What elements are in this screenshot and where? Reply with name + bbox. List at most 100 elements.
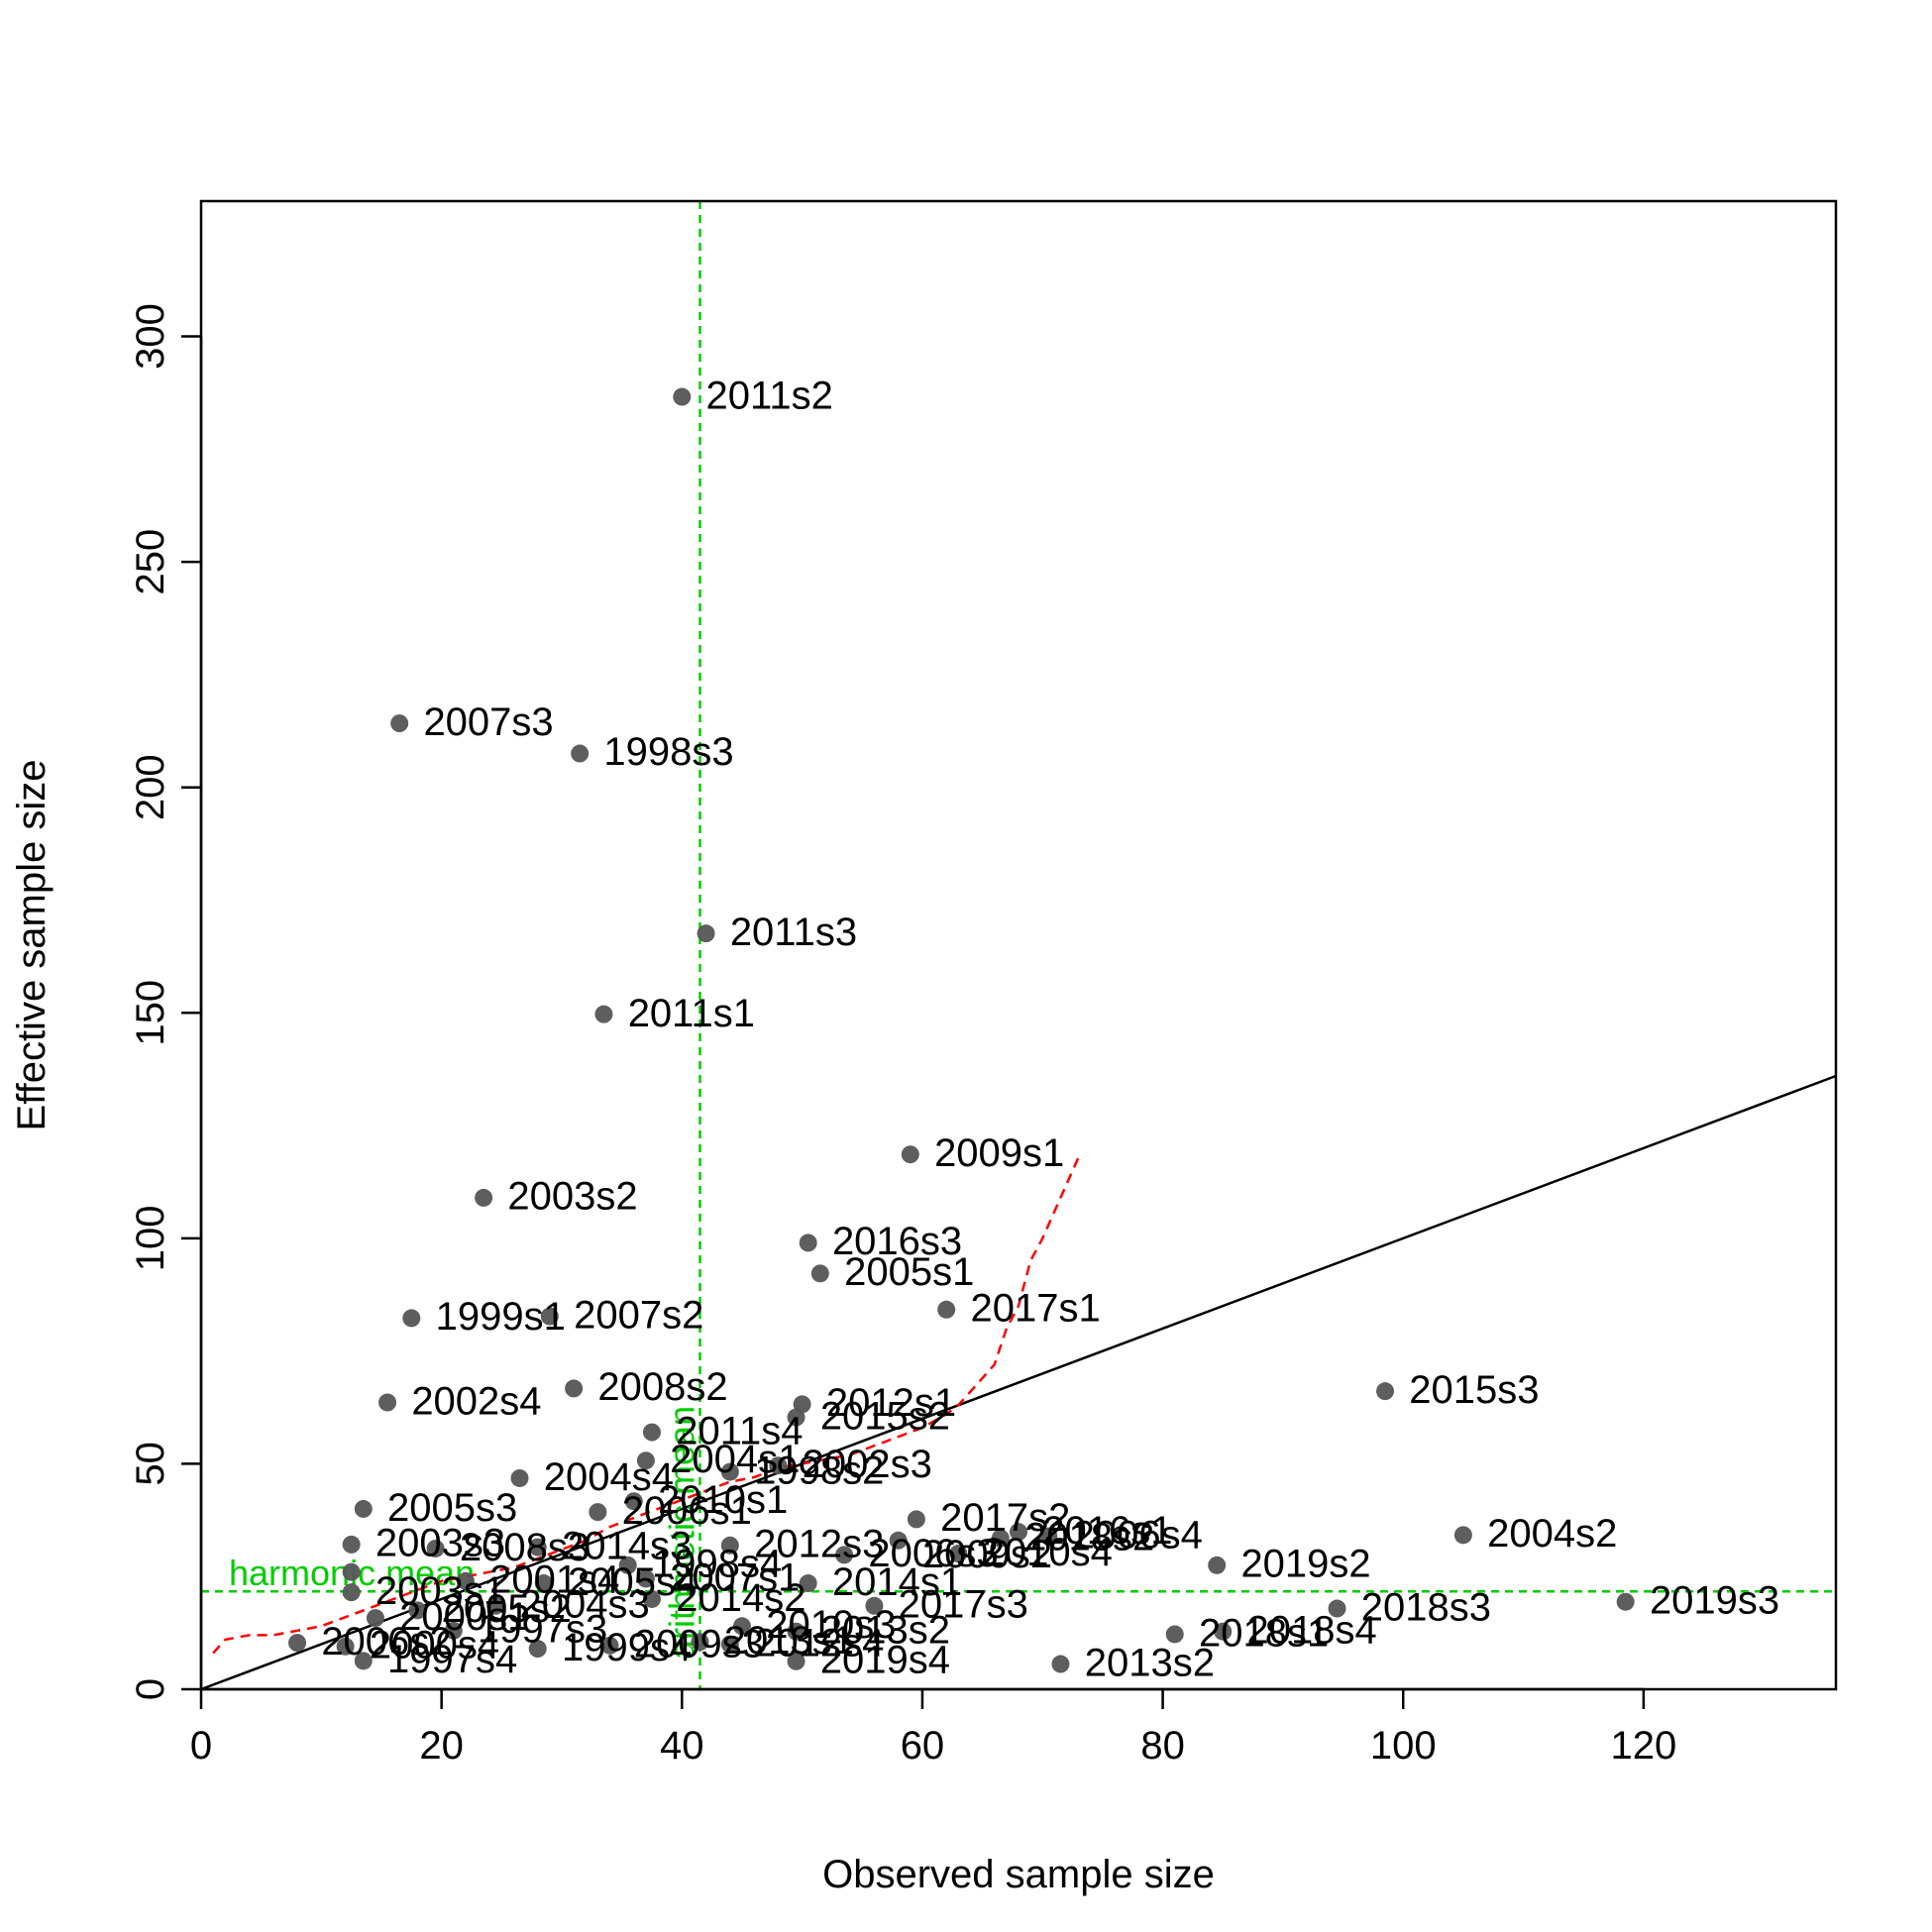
data-point: [907, 1510, 925, 1529]
point-label: 1998s3: [603, 730, 733, 774]
y-tick-label: 250: [129, 529, 172, 595]
point-label: 1999s1: [436, 1295, 566, 1339]
data-point: [342, 1535, 361, 1554]
point-label: 2003s2: [507, 1175, 637, 1219]
data-point: [1453, 1526, 1472, 1545]
plot-frame: [199, 199, 1838, 1691]
data-point: [810, 1264, 829, 1283]
point-label: 2009s1: [934, 1131, 1064, 1175]
data-point: [769, 1456, 788, 1475]
x-tick-label: 0: [190, 1724, 212, 1768]
point-label: 2000s4: [370, 1624, 499, 1667]
point-label: 2017s3: [899, 1583, 1028, 1627]
data-point: [720, 1462, 739, 1481]
data-point: [673, 387, 692, 406]
data-point: [787, 1408, 805, 1427]
point-label: 2019s2: [1240, 1543, 1370, 1586]
point-label: 2016s1: [1042, 1509, 1172, 1553]
identity-line-layer: [200, 1074, 1837, 1691]
point-label: 2019s3: [1650, 1579, 1779, 1623]
identity-line: [200, 1074, 1837, 1691]
data-point: [901, 1145, 919, 1164]
y-tick-label: 300: [129, 303, 172, 370]
y-tick-label: 100: [129, 1205, 172, 1271]
data-point: [642, 1589, 661, 1608]
data-point: [342, 1562, 361, 1581]
point-label: 2018s4: [1247, 1609, 1377, 1653]
point-label: 2007s3: [423, 700, 553, 744]
point-label: 2010s1: [658, 1478, 788, 1522]
data-point: [799, 1574, 817, 1593]
data-point: [720, 1635, 739, 1654]
point-label: 2006s3: [868, 1532, 998, 1575]
data-point: [402, 1309, 421, 1328]
x-tick-label: 120: [1611, 1724, 1677, 1768]
point-label: 2010s3: [766, 1603, 896, 1647]
data-point: [636, 1569, 655, 1588]
data-point: [1328, 1599, 1346, 1618]
data-point: [456, 1571, 475, 1590]
data-point: [1051, 1655, 1070, 1673]
point-label: 2002s3: [803, 1443, 932, 1486]
point-label: 2013s1: [724, 1619, 854, 1663]
point-label: 2002s4: [411, 1379, 541, 1423]
y-tick-label: 150: [129, 980, 172, 1046]
point-label: 2010s4: [983, 1531, 1113, 1574]
data-point: [528, 1538, 547, 1556]
data-point: [889, 1531, 908, 1550]
point-label: 2005s4: [568, 1560, 698, 1604]
point-label: 2011s1: [628, 992, 755, 1035]
point-label: 2006s4: [1073, 1514, 1203, 1557]
arithmetic-mean-label: arithmetic mean: [661, 1406, 701, 1660]
point-label: 2018s3: [1361, 1585, 1491, 1629]
point-label: 2009s3: [634, 1623, 764, 1666]
data-point: [475, 1188, 493, 1207]
point-label: 2019s4: [820, 1639, 950, 1682]
point-label: 2011s4: [676, 1409, 803, 1452]
trend-line-layer: [212, 1156, 1080, 1655]
data-point: [691, 1633, 709, 1652]
point-label: 1998s2: [754, 1449, 884, 1492]
point-labels-layer: 2011s2 2007s3 1998s3 2011s3 2011s1 2009s1 2003…: [321, 374, 1779, 1684]
data-point: [697, 924, 715, 943]
x-axis: 0 20 40 60 80 100 120: [190, 1687, 1677, 1768]
data-point: [949, 1544, 968, 1562]
point-label: 2015s2: [820, 1394, 950, 1438]
point-label: 2012s3: [754, 1523, 884, 1566]
data-point: [1039, 1527, 1058, 1546]
data-point: [378, 1393, 397, 1412]
point-label: 2005s1: [844, 1250, 974, 1294]
point-label: 2014s2: [676, 1576, 805, 1620]
data-point: [835, 1546, 854, 1564]
x-tick-label: 80: [1140, 1724, 1185, 1768]
point-label: 2016s3: [832, 1220, 962, 1263]
point-label: 2008s2: [597, 1365, 727, 1409]
point-label: 1999s4: [562, 1626, 692, 1669]
data-point: [354, 1499, 373, 1518]
point-label: 1997s4: [387, 1638, 517, 1681]
point-label: 2004s4: [544, 1455, 674, 1499]
data-point: [865, 1596, 884, 1615]
point-label: 1998s4: [652, 1543, 782, 1586]
point-label: 2006s2: [321, 1620, 451, 1664]
data-point: [642, 1423, 661, 1442]
smoothed-trend-line: [212, 1156, 1080, 1655]
data-point: [1208, 1556, 1227, 1574]
data-point: [1616, 1592, 1635, 1611]
point-label: 2009s2: [922, 1533, 1052, 1576]
x-axis-title: Observed sample size: [822, 1853, 1215, 1896]
data-point: [336, 1637, 355, 1656]
data-point: [288, 1634, 307, 1653]
data-point: [799, 1234, 817, 1252]
point-label: 2005s3: [387, 1486, 517, 1530]
point-label: 2014s1: [832, 1560, 962, 1604]
data-point: [1376, 1382, 1395, 1401]
data-point: [534, 1574, 553, 1593]
point-label: 2017s1: [970, 1287, 1100, 1331]
point-label: 2005s2: [442, 1587, 572, 1631]
data-point: [937, 1300, 956, 1319]
x-tick-label: 40: [660, 1724, 704, 1768]
data-point: [486, 1596, 505, 1615]
points-layer: [288, 387, 1635, 1673]
data-point: [787, 1622, 805, 1641]
